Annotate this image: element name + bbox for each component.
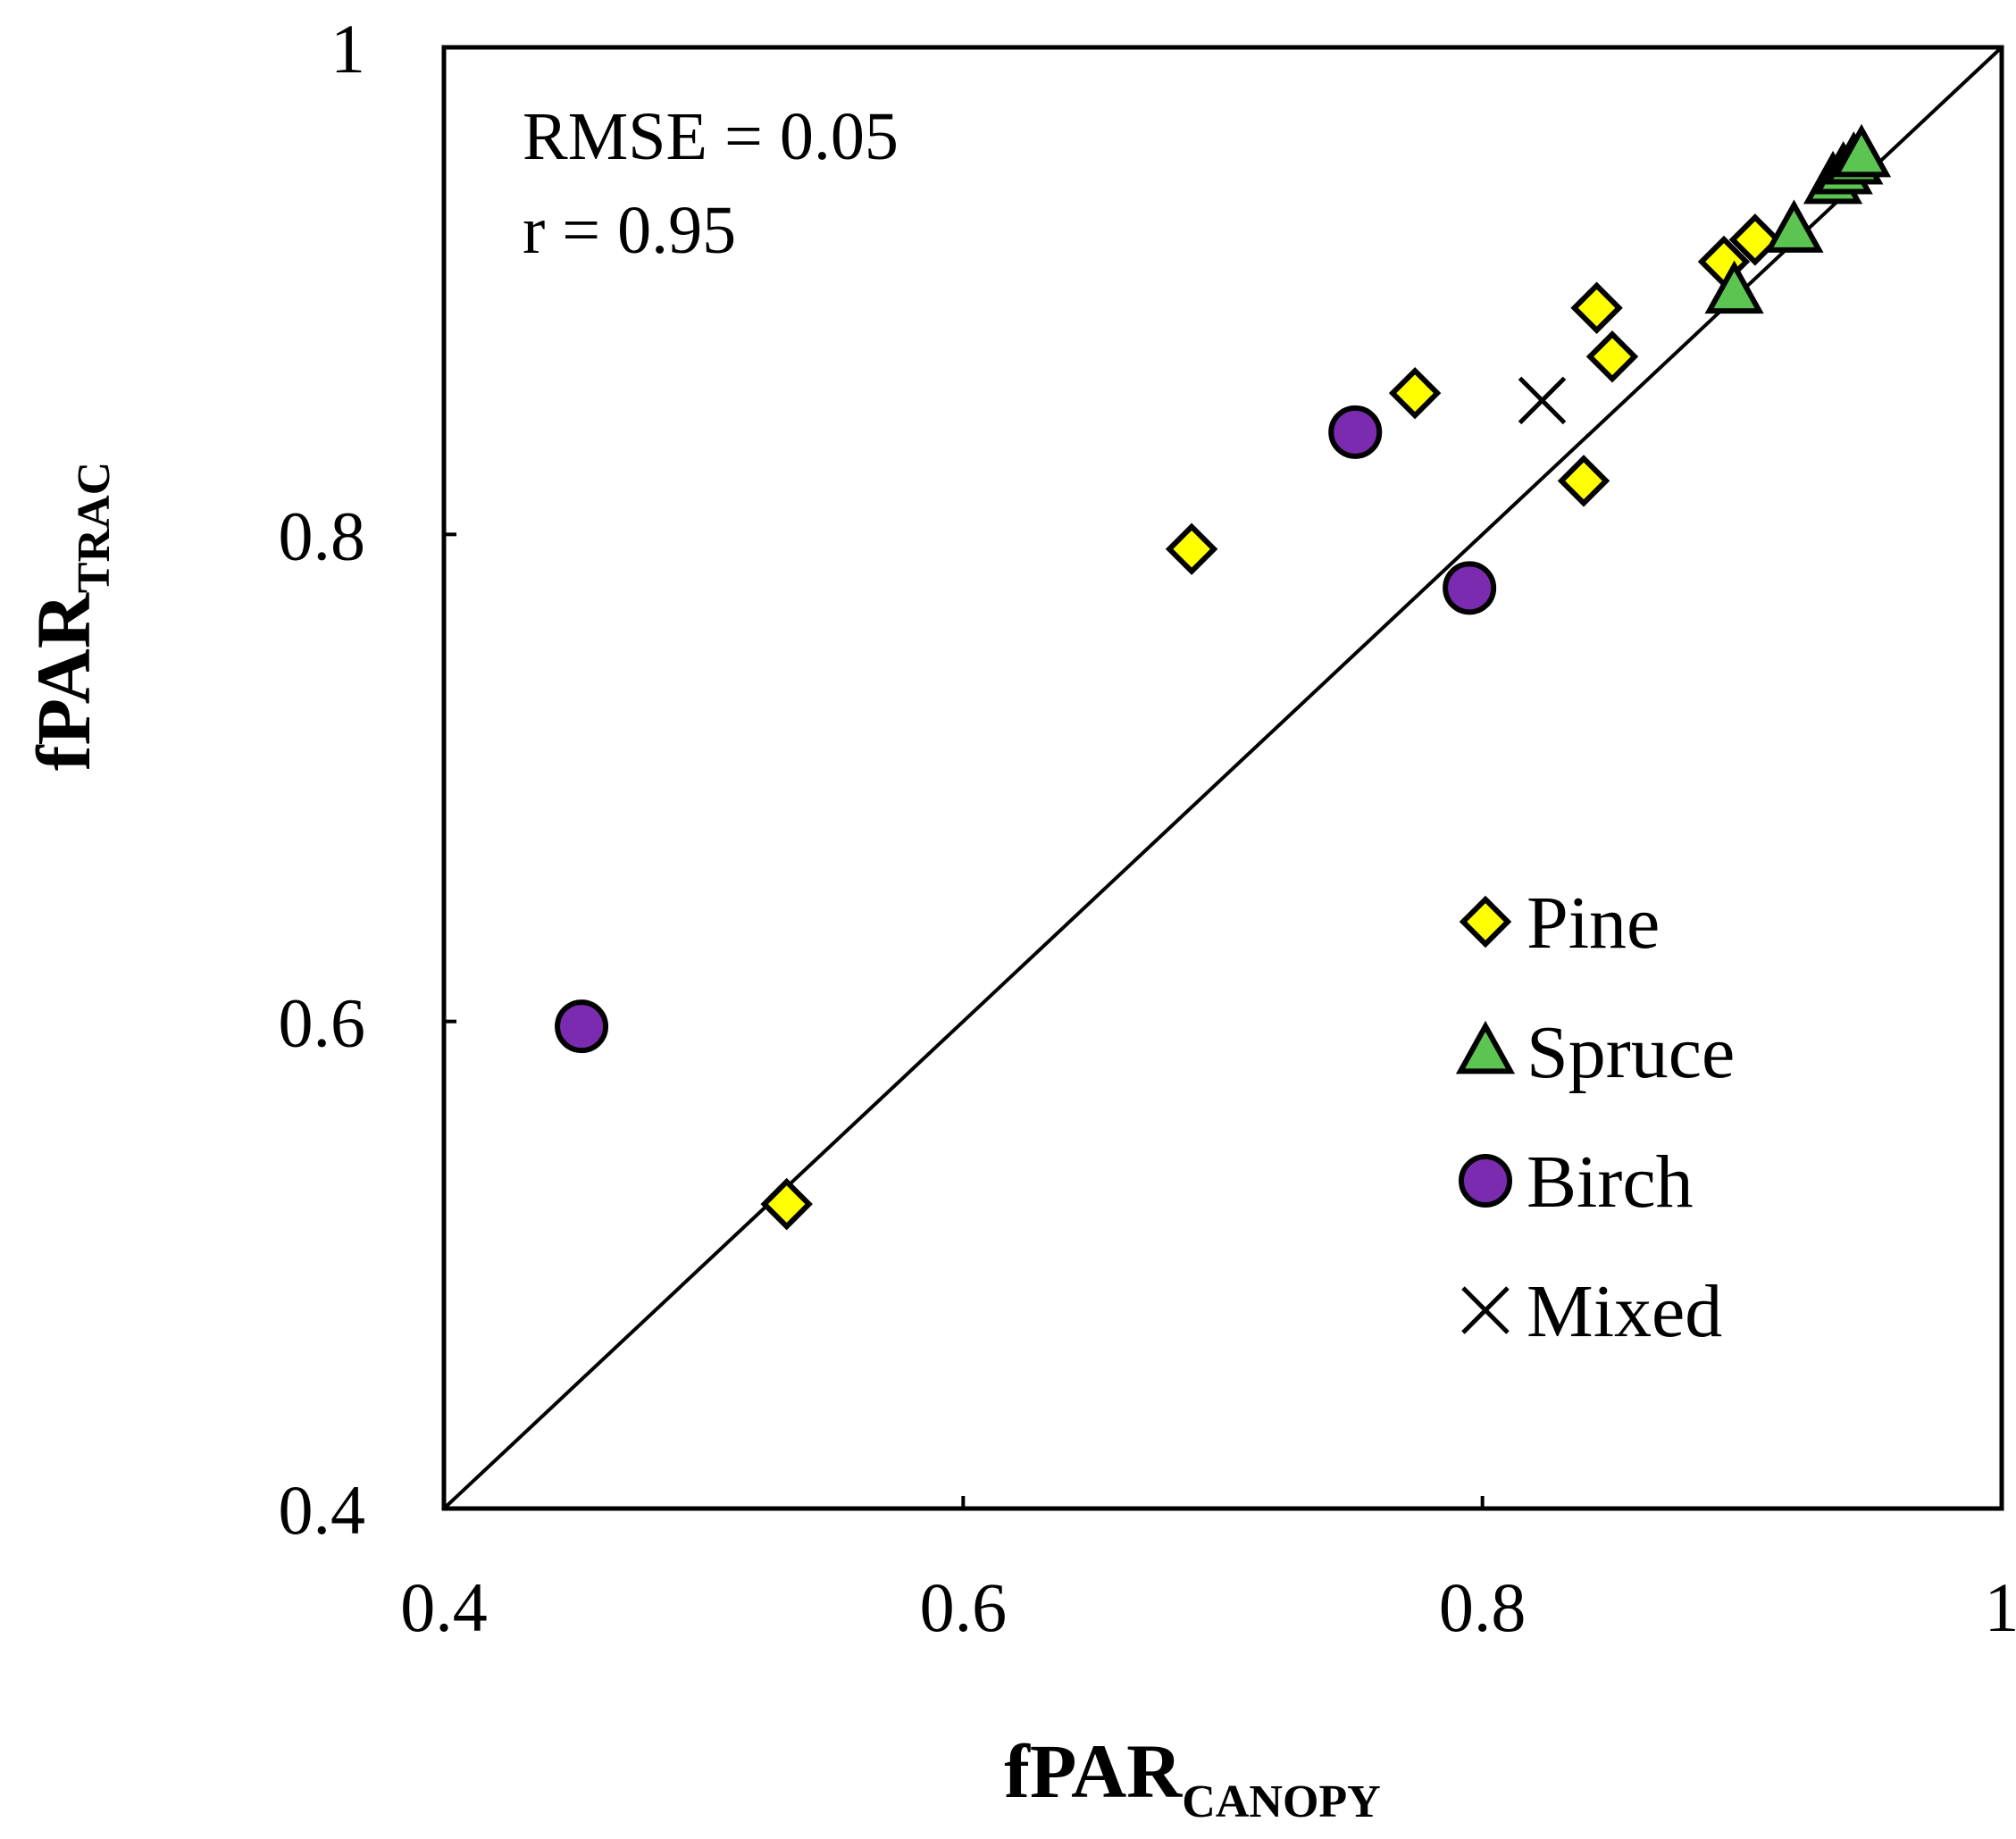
legend-pine-marker	[1459, 895, 1512, 949]
spruce-point	[1764, 199, 1824, 253]
legend-item-birch: Birch	[1459, 1141, 1694, 1224]
spruce-point	[1704, 260, 1764, 314]
y-axis-title: fPARTRAC	[21, 462, 120, 771]
series-birch	[555, 405, 1497, 1054]
legend-item-mixed: Mixed	[1461, 1270, 1722, 1353]
pine-point	[1165, 522, 1218, 575]
legend-label: Mixed	[1527, 1270, 1722, 1353]
legend-birch-marker	[1459, 1154, 1512, 1208]
pine-point	[760, 1177, 813, 1231]
legend-mixed-marker	[1461, 1286, 1510, 1334]
y-axis-title-main: fPAR	[21, 592, 106, 771]
y-tick-label: 0.8	[279, 497, 366, 574]
x-axis-title-main: fPAR	[1004, 1728, 1183, 1814]
series-mixed	[1518, 376, 1567, 425]
data-points	[555, 123, 1892, 1231]
legend-label: Birch	[1527, 1141, 1694, 1224]
pine-point	[1557, 455, 1610, 507]
mixed-point	[1518, 376, 1567, 425]
legend-item-pine: Pine	[1459, 882, 1660, 965]
spruce-point	[1831, 123, 1892, 178]
legend-spruce-marker	[1455, 1020, 1516, 1074]
legend-label: Spruce	[1527, 1011, 1735, 1094]
rmse-annotation: RMSE = 0.05	[523, 99, 899, 174]
birch-point	[1328, 405, 1383, 459]
legend: Pine Spruce Birch Mixed	[1455, 882, 1735, 1353]
x-tick-label: 1	[1985, 1568, 2016, 1646]
plot-frame	[441, 45, 2004, 1511]
x-tick-label: 0.6	[920, 1568, 1008, 1646]
y-axis: 0.4 0.6 0.8 1	[279, 10, 456, 1549]
x-axis-title: fPARCANOPY	[1004, 1728, 1380, 1827]
pine-point	[1585, 330, 1639, 383]
y-axis-title-sub: TRAC	[69, 462, 120, 593]
legend-label: Pine	[1527, 882, 1660, 965]
pine-point	[1570, 281, 1623, 334]
mixed-point-stroke	[1518, 376, 1567, 425]
birch-point	[555, 999, 609, 1054]
series-spruce	[1704, 123, 1892, 314]
r-annotation: r = 0.95	[523, 193, 736, 268]
series-pine	[760, 213, 1782, 1231]
y-tick-label: 0.6	[279, 984, 366, 1062]
pine-point	[1728, 213, 1782, 266]
legend-item-spruce: Spruce	[1455, 1011, 1735, 1094]
x-tick-label: 0.8	[1439, 1568, 1527, 1646]
pine-point	[1388, 366, 1442, 420]
birch-point	[1443, 561, 1497, 615]
x-axis: 0.4 0.6 0.8 1	[400, 1496, 2016, 1646]
x-tick-label: 0.4	[400, 1568, 488, 1646]
legend-mixed-marker-stroke	[1461, 1286, 1510, 1334]
y-tick-label: 1	[330, 10, 365, 88]
y-tick-label: 0.4	[279, 1471, 366, 1549]
x-axis-title-sub: CANOPY	[1182, 1776, 1380, 1827]
